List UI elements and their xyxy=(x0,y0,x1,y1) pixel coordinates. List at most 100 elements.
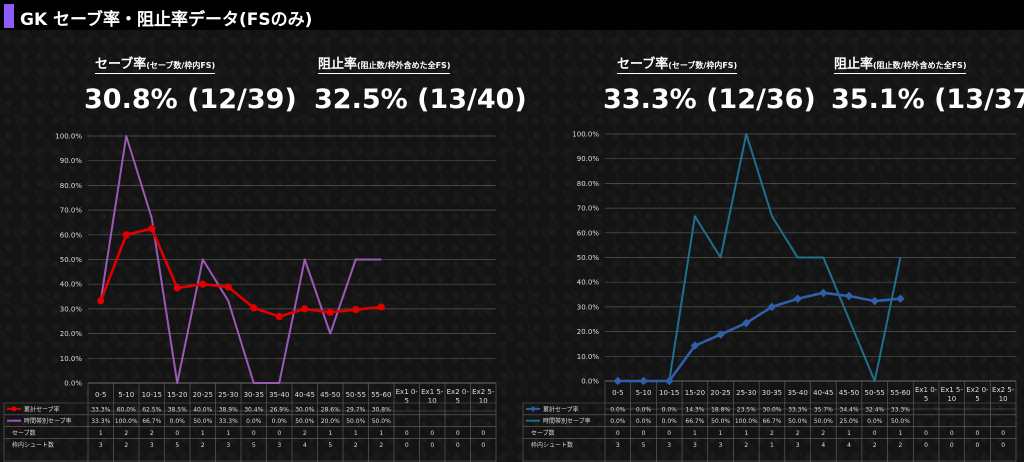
legend-series-name: 累計セーブ率 xyxy=(543,405,579,413)
x-category-label: 15-20 xyxy=(167,391,187,399)
x-category-label-cont: 10 xyxy=(947,395,956,403)
table-cell: 30.0% xyxy=(295,406,314,413)
x-category-label: Ex2 5- xyxy=(992,386,1015,394)
legend-series-name: 時間帯別セーブ率 xyxy=(543,417,591,425)
table-cell: 50.0% xyxy=(372,418,391,425)
table-cell: 50.0% xyxy=(346,418,365,425)
x-category-label: Ex1 0- xyxy=(396,388,419,396)
x-category-label-cont: 5 xyxy=(975,395,979,403)
x-category-label: 20-25 xyxy=(710,389,730,397)
table-cell: 2 xyxy=(303,430,307,437)
table-cell: 35.7% xyxy=(814,406,833,413)
table-cell: 1 xyxy=(770,442,774,449)
table-cell: 1 xyxy=(201,430,205,437)
y-tick-label: 90.0% xyxy=(60,157,83,165)
table-row-name: 枠内シュート数 xyxy=(12,441,54,449)
table-cell: 29.7% xyxy=(346,406,365,413)
x-category-label: Ex2 0- xyxy=(447,388,470,396)
table-cell: 0.0% xyxy=(867,418,883,425)
table-cell: 0.0% xyxy=(636,418,652,425)
y-tick-label: 0.0% xyxy=(64,380,82,388)
table-cell: 0 xyxy=(642,430,646,437)
data-point xyxy=(326,308,334,316)
data-point xyxy=(690,341,700,350)
x-category-label: Ex1 0- xyxy=(915,386,938,394)
table-cell: 66.7% xyxy=(685,418,704,425)
table-cell: 1 xyxy=(379,430,383,437)
y-tick-label: 40.0% xyxy=(577,279,600,287)
data-point xyxy=(767,302,777,312)
y-tick-label: 100.0% xyxy=(572,131,599,139)
table-cell: 14.3% xyxy=(685,406,704,413)
table-cell: 33.3% xyxy=(788,406,807,413)
x-category-label: 40-45 xyxy=(295,391,315,399)
table-cell: 0 xyxy=(481,442,485,449)
x-category-label: 15-20 xyxy=(685,389,705,397)
table-cell: 3 xyxy=(719,442,723,449)
y-tick-label: 80.0% xyxy=(60,182,83,190)
table-cell: 25.0% xyxy=(840,418,859,425)
table-cell: 2 xyxy=(796,430,800,437)
table-cell: 2 xyxy=(744,442,748,449)
table-cell: 0 xyxy=(430,442,434,449)
table-cell: 23.5% xyxy=(737,406,756,413)
table-cell: 0 xyxy=(175,430,179,437)
data-point xyxy=(122,231,130,239)
data-point xyxy=(664,376,674,386)
table-cell: 50.0% xyxy=(193,418,212,425)
table-cell: 5 xyxy=(252,442,256,449)
y-tick-label: 50.0% xyxy=(60,256,83,264)
table-cell: 0 xyxy=(430,430,434,437)
table-cell: 2 xyxy=(898,442,902,449)
table-cell: 33.3% xyxy=(219,418,238,425)
data-point xyxy=(173,284,181,292)
table-cell: 0 xyxy=(616,430,620,437)
table-cell: 1 xyxy=(847,430,851,437)
x-category-label-cont: 5 xyxy=(924,395,928,403)
x-category-label: Ex1 5- xyxy=(421,388,444,396)
table-cell: 4 xyxy=(303,442,307,449)
x-category-label: 25-30 xyxy=(736,389,756,397)
table-cell: 0 xyxy=(976,430,980,437)
y-tick-label: 80.0% xyxy=(577,180,600,188)
table-cell: 50.0% xyxy=(711,418,730,425)
data-point xyxy=(250,304,258,312)
save-rate-label-text: セーブ率 xyxy=(617,57,669,72)
table-cell: 0 xyxy=(924,442,928,449)
x-category-label: 25-30 xyxy=(218,391,238,399)
data-point xyxy=(301,305,309,313)
data-point xyxy=(896,294,905,303)
x-category-label: 10-15 xyxy=(659,389,679,397)
x-category-label: 45-50 xyxy=(839,389,859,397)
table-cell: 0 xyxy=(405,442,409,449)
block-rate-value-right: 35.1% (13/37) xyxy=(831,84,1024,115)
x-category-label: 55-60 xyxy=(890,389,910,397)
data-point xyxy=(199,280,207,288)
table-cell: 1 xyxy=(693,430,697,437)
table-cell: 40.0% xyxy=(193,406,212,413)
table-cell: 0 xyxy=(924,430,928,437)
y-tick-label: 40.0% xyxy=(60,281,83,289)
table-cell: 50.0% xyxy=(295,418,314,425)
table-cell: 3 xyxy=(277,442,281,449)
table-cell: 18.8% xyxy=(711,406,730,413)
block-rate-sub-text: (阻止数/枠外含めた全FS) xyxy=(357,61,451,70)
block-rate-label-text: 阻止率 xyxy=(834,57,874,72)
data-point xyxy=(148,225,156,233)
table-cell: 0 xyxy=(252,430,256,437)
x-category-label-cont: 10 xyxy=(479,397,488,405)
block-rate-value-left: 32.5% (13/40) xyxy=(314,84,527,115)
table-cell: 2 xyxy=(821,430,825,437)
table-cell: 33.3% xyxy=(91,418,110,425)
table-cell: 3 xyxy=(226,442,230,449)
table-cell: 2 xyxy=(873,442,877,449)
table-cell: 0.0% xyxy=(636,406,652,413)
block-rate-sub-text: (阻止数/枠外含めた全FS) xyxy=(873,61,967,70)
table-cell: 0 xyxy=(976,442,980,449)
series-line-2 xyxy=(99,135,382,384)
table-cell: 34.4% xyxy=(840,406,859,413)
table-cell: 0 xyxy=(873,430,877,437)
data-point xyxy=(716,330,725,339)
table-cell: 4 xyxy=(847,442,851,449)
